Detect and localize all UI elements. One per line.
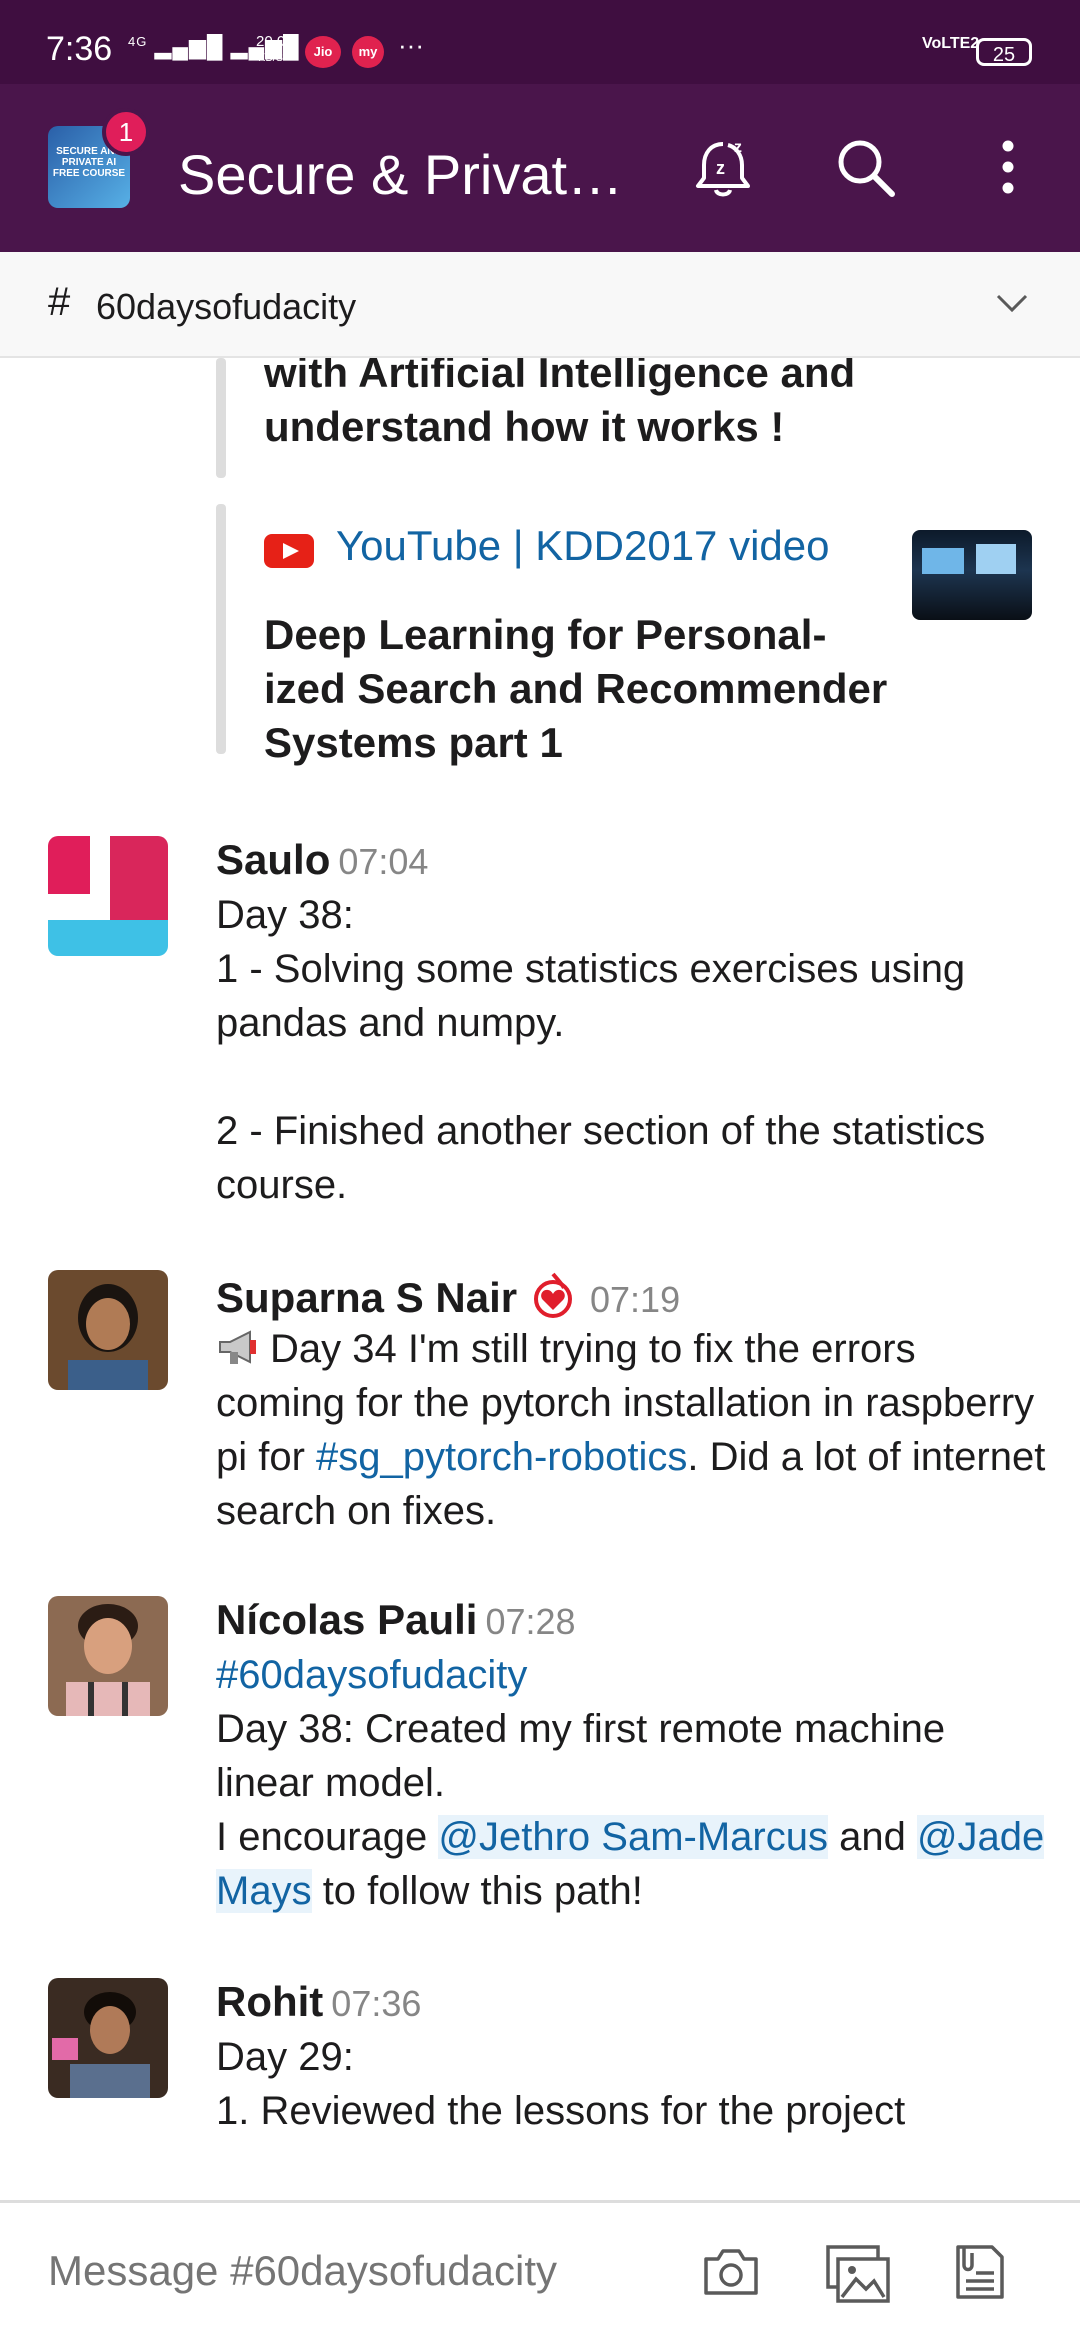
message-input[interactable] [48, 2247, 648, 2295]
sender-name[interactable]: Nícolas Pauli [216, 1596, 478, 1643]
message-composer [0, 2200, 1080, 2340]
search-icon[interactable] [832, 134, 898, 200]
avatar[interactable] [48, 836, 168, 956]
status-bar: 7:36 4G ▂▄▆█ ▂▄▆█ 20.0 KB/S Jio my ··· Vo… [0, 0, 1080, 84]
sender-name[interactable]: Suparna S Nair [216, 1274, 518, 1321]
message-time: 07:04 [338, 841, 429, 882]
avatar[interactable] [48, 1978, 168, 2098]
message-text: #60daysofudacity Day 38: Created my firs… [216, 1648, 1046, 1918]
attachment-bar [216, 504, 226, 754]
gallery-icon[interactable] [824, 2243, 892, 2305]
channel-name[interactable]: 60daysofudacity [96, 286, 357, 327]
more-vert-icon[interactable] [990, 134, 1026, 200]
message-time: 07:28 [485, 1601, 576, 1642]
video-thumbnail[interactable] [912, 530, 1032, 620]
volte-icon: VoLTE2 [922, 35, 980, 52]
attachment-title[interactable]: Deep Learning for Personal-ized Search a… [264, 611, 888, 766]
snooze-bell-icon[interactable]: z z [690, 134, 756, 200]
message-text: Day 29: 1. Reviewed the lessons for the … [216, 2035, 906, 2133]
jio-icon: Jio [305, 36, 341, 68]
sender-name[interactable]: Rohit [216, 1978, 324, 2025]
channel-link[interactable]: #sg_pytorch-robotics [316, 1435, 688, 1479]
battery-icon: 25 [976, 38, 1032, 66]
svg-text:z: z [716, 158, 725, 178]
workspace-title[interactable]: Secure & Privat… [178, 143, 624, 206]
user-mention[interactable]: @Jethro Sam-Marcus [438, 1815, 828, 1859]
message-text: Day 38: 1 - Solving some statistics exer… [216, 893, 986, 1207]
megaphone-icon [219, 1330, 256, 1364]
status-time: 7:36 [46, 30, 113, 68]
channel-hash-icon: # [48, 280, 71, 324]
attachment-bar [216, 358, 226, 478]
youtube-icon [264, 534, 314, 568]
chevron-down-icon[interactable] [994, 290, 1030, 318]
files-icon[interactable] [950, 2243, 1012, 2305]
channel-link[interactable]: #60daysofudacity [216, 1653, 528, 1697]
message-text: Day 34 I'm still trying to fix the error… [216, 1327, 1046, 1533]
message-list[interactable]: with Artificial Intelligence and underst… [0, 358, 1080, 2200]
attachment-text: with Artificial Intelligence and underst… [264, 358, 856, 450]
message-time: 07:36 [331, 1983, 422, 2024]
channel-header[interactable]: # 60daysofudacity [0, 252, 1080, 358]
svg-text:z: z [734, 139, 742, 156]
app-bar: SECURE AND PRIVATE AI FREE COURSE 1 Secu… [0, 84, 1080, 252]
heart-status-icon [533, 1272, 572, 1318]
sender-name[interactable]: Saulo [216, 836, 331, 883]
signal-icon: 4G ▂▄▆█ ▂▄▆█ [128, 34, 300, 59]
notification-badge: 1 [102, 108, 150, 156]
attachment-source-link[interactable]: YouTube | KDD2017 video [336, 522, 830, 569]
myjio-icon: my [352, 36, 384, 68]
more-notifications-icon: ··· [398, 30, 424, 60]
message-time: 07:19 [590, 1279, 681, 1320]
avatar[interactable] [48, 1270, 168, 1390]
camera-icon[interactable] [700, 2243, 762, 2301]
avatar[interactable] [48, 1596, 168, 1716]
network-speed: 20.0 KB/S [256, 33, 286, 64]
